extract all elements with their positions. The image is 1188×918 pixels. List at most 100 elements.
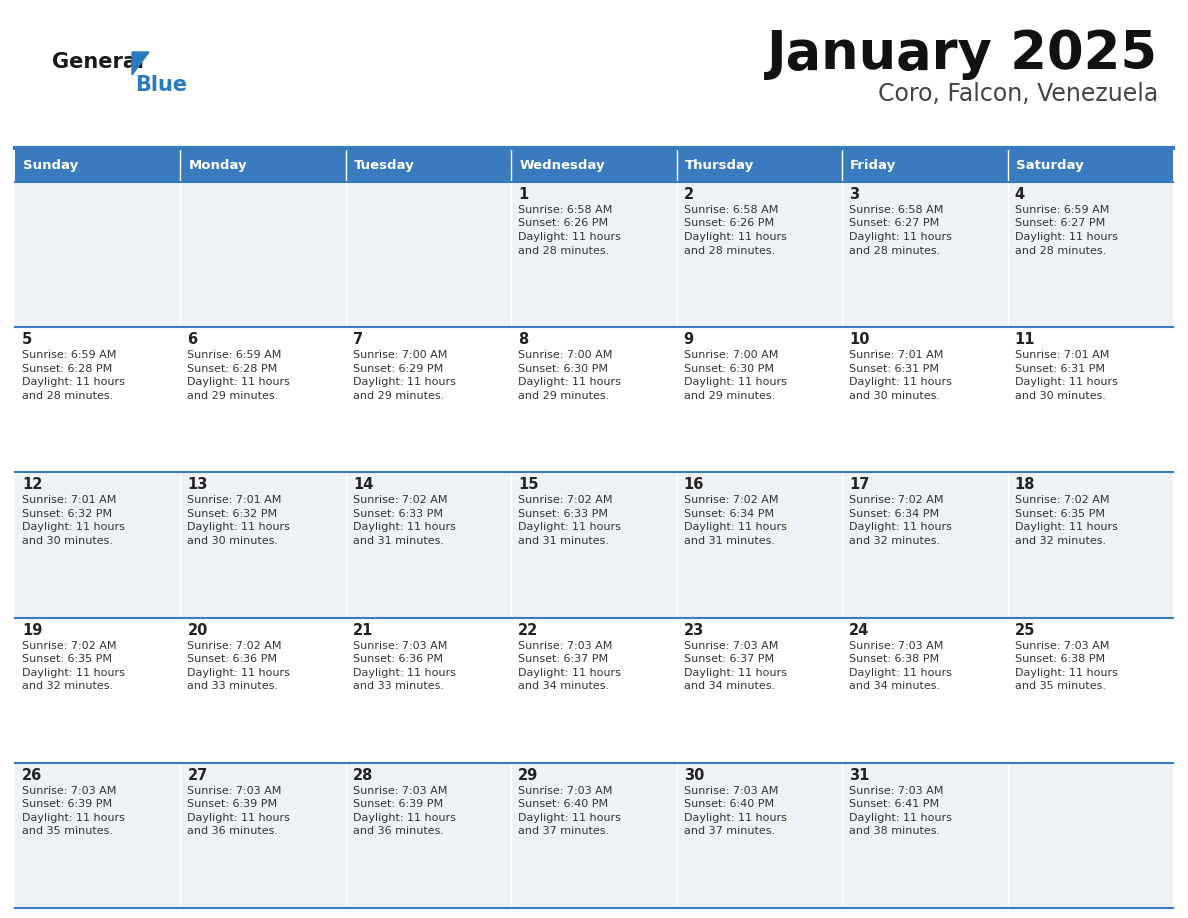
Text: Sunset: 6:35 PM: Sunset: 6:35 PM bbox=[23, 655, 112, 664]
Text: Daylight: 11 hours: Daylight: 11 hours bbox=[353, 377, 456, 387]
Text: Daylight: 11 hours: Daylight: 11 hours bbox=[518, 232, 621, 242]
Text: 4: 4 bbox=[1015, 187, 1025, 202]
Text: January 2025: January 2025 bbox=[767, 28, 1158, 80]
Text: Sunset: 6:39 PM: Sunset: 6:39 PM bbox=[188, 800, 278, 810]
Text: Sunrise: 7:02 AM: Sunrise: 7:02 AM bbox=[1015, 496, 1110, 506]
Text: Thursday: Thursday bbox=[684, 159, 754, 172]
Text: Sunrise: 6:59 AM: Sunrise: 6:59 AM bbox=[1015, 205, 1108, 215]
Text: Sunrise: 7:01 AM: Sunrise: 7:01 AM bbox=[23, 496, 116, 506]
Text: Daylight: 11 hours: Daylight: 11 hours bbox=[188, 522, 290, 532]
Text: Tuesday: Tuesday bbox=[354, 159, 415, 172]
Text: Sunrise: 7:01 AM: Sunrise: 7:01 AM bbox=[188, 496, 282, 506]
Text: Daylight: 11 hours: Daylight: 11 hours bbox=[849, 667, 952, 677]
Text: Sunset: 6:40 PM: Sunset: 6:40 PM bbox=[684, 800, 773, 810]
Text: Friday: Friday bbox=[851, 159, 897, 172]
Text: Sunset: 6:41 PM: Sunset: 6:41 PM bbox=[849, 800, 940, 810]
Text: Daylight: 11 hours: Daylight: 11 hours bbox=[518, 667, 621, 677]
Text: Sunrise: 7:02 AM: Sunrise: 7:02 AM bbox=[684, 496, 778, 506]
Text: Sunset: 6:31 PM: Sunset: 6:31 PM bbox=[849, 364, 940, 374]
Text: Saturday: Saturday bbox=[1016, 159, 1083, 172]
Text: Daylight: 11 hours: Daylight: 11 hours bbox=[849, 377, 952, 387]
Text: 10: 10 bbox=[849, 332, 870, 347]
Text: Sunrise: 7:02 AM: Sunrise: 7:02 AM bbox=[23, 641, 116, 651]
Text: and 34 minutes.: and 34 minutes. bbox=[684, 681, 775, 691]
Text: Sunset: 6:33 PM: Sunset: 6:33 PM bbox=[353, 509, 443, 519]
Text: and 31 minutes.: and 31 minutes. bbox=[353, 536, 444, 546]
Text: Daylight: 11 hours: Daylight: 11 hours bbox=[23, 522, 125, 532]
Bar bbox=[15, 182, 1173, 327]
Text: Daylight: 11 hours: Daylight: 11 hours bbox=[849, 232, 952, 242]
Text: and 28 minutes.: and 28 minutes. bbox=[518, 245, 609, 255]
Text: Daylight: 11 hours: Daylight: 11 hours bbox=[1015, 232, 1118, 242]
Text: 19: 19 bbox=[23, 622, 43, 638]
Text: Sunrise: 7:00 AM: Sunrise: 7:00 AM bbox=[684, 350, 778, 360]
Text: 21: 21 bbox=[353, 622, 373, 638]
Text: Sunset: 6:36 PM: Sunset: 6:36 PM bbox=[188, 655, 278, 664]
Text: and 31 minutes.: and 31 minutes. bbox=[518, 536, 609, 546]
Text: Daylight: 11 hours: Daylight: 11 hours bbox=[1015, 377, 1118, 387]
Text: Sunrise: 7:02 AM: Sunrise: 7:02 AM bbox=[518, 496, 613, 506]
Text: Daylight: 11 hours: Daylight: 11 hours bbox=[849, 522, 952, 532]
Text: Sunset: 6:29 PM: Sunset: 6:29 PM bbox=[353, 364, 443, 374]
Text: and 32 minutes.: and 32 minutes. bbox=[23, 681, 113, 691]
Text: Sunrise: 7:00 AM: Sunrise: 7:00 AM bbox=[353, 350, 447, 360]
Text: 15: 15 bbox=[518, 477, 539, 492]
Text: 14: 14 bbox=[353, 477, 373, 492]
Text: Sunset: 6:38 PM: Sunset: 6:38 PM bbox=[1015, 655, 1105, 664]
Bar bbox=[15, 327, 1173, 473]
Text: Daylight: 11 hours: Daylight: 11 hours bbox=[1015, 667, 1118, 677]
Text: and 28 minutes.: and 28 minutes. bbox=[1015, 245, 1106, 255]
Text: 29: 29 bbox=[518, 767, 538, 783]
Text: Sunrise: 7:02 AM: Sunrise: 7:02 AM bbox=[849, 496, 943, 506]
Text: 30: 30 bbox=[684, 767, 704, 783]
Text: Sunset: 6:37 PM: Sunset: 6:37 PM bbox=[684, 655, 773, 664]
Text: Sunrise: 7:01 AM: Sunrise: 7:01 AM bbox=[1015, 350, 1108, 360]
Text: Sunset: 6:39 PM: Sunset: 6:39 PM bbox=[23, 800, 112, 810]
Text: Sunset: 6:28 PM: Sunset: 6:28 PM bbox=[23, 364, 112, 374]
Text: and 28 minutes.: and 28 minutes. bbox=[23, 391, 113, 400]
Text: Sunset: 6:27 PM: Sunset: 6:27 PM bbox=[849, 218, 940, 229]
Text: Daylight: 11 hours: Daylight: 11 hours bbox=[684, 377, 786, 387]
Text: Sunrise: 7:03 AM: Sunrise: 7:03 AM bbox=[188, 786, 282, 796]
Text: 25: 25 bbox=[1015, 622, 1035, 638]
Text: Sunset: 6:31 PM: Sunset: 6:31 PM bbox=[1015, 364, 1105, 374]
Text: Sunset: 6:30 PM: Sunset: 6:30 PM bbox=[684, 364, 773, 374]
Text: and 28 minutes.: and 28 minutes. bbox=[849, 245, 941, 255]
Text: Sunrise: 7:03 AM: Sunrise: 7:03 AM bbox=[849, 786, 943, 796]
Text: Sunrise: 7:03 AM: Sunrise: 7:03 AM bbox=[23, 786, 116, 796]
Text: and 33 minutes.: and 33 minutes. bbox=[188, 681, 278, 691]
Text: Daylight: 11 hours: Daylight: 11 hours bbox=[353, 522, 456, 532]
Text: Daylight: 11 hours: Daylight: 11 hours bbox=[518, 812, 621, 823]
Text: Daylight: 11 hours: Daylight: 11 hours bbox=[353, 667, 456, 677]
Text: Daylight: 11 hours: Daylight: 11 hours bbox=[518, 377, 621, 387]
Text: and 35 minutes.: and 35 minutes. bbox=[1015, 681, 1106, 691]
Text: 23: 23 bbox=[684, 622, 704, 638]
Text: Sunset: 6:34 PM: Sunset: 6:34 PM bbox=[684, 509, 773, 519]
Text: and 29 minutes.: and 29 minutes. bbox=[353, 391, 444, 400]
Text: 26: 26 bbox=[23, 767, 43, 783]
Text: 6: 6 bbox=[188, 332, 197, 347]
Text: Sunset: 6:28 PM: Sunset: 6:28 PM bbox=[188, 364, 278, 374]
Text: Daylight: 11 hours: Daylight: 11 hours bbox=[684, 667, 786, 677]
Text: 3: 3 bbox=[849, 187, 859, 202]
Text: 31: 31 bbox=[849, 767, 870, 783]
Text: Wednesday: Wednesday bbox=[519, 159, 605, 172]
Text: Sunrise: 7:02 AM: Sunrise: 7:02 AM bbox=[353, 496, 448, 506]
Text: Sunset: 6:32 PM: Sunset: 6:32 PM bbox=[23, 509, 112, 519]
Text: 7: 7 bbox=[353, 332, 364, 347]
Text: 12: 12 bbox=[23, 477, 43, 492]
Text: and 30 minutes.: and 30 minutes. bbox=[1015, 391, 1106, 400]
Bar bbox=[15, 148, 1173, 182]
Text: Sunrise: 7:03 AM: Sunrise: 7:03 AM bbox=[1015, 641, 1108, 651]
Text: Monday: Monday bbox=[189, 159, 247, 172]
Text: and 36 minutes.: and 36 minutes. bbox=[188, 826, 278, 836]
Text: Sunrise: 6:58 AM: Sunrise: 6:58 AM bbox=[849, 205, 943, 215]
Text: and 35 minutes.: and 35 minutes. bbox=[23, 826, 113, 836]
Text: Sunrise: 7:00 AM: Sunrise: 7:00 AM bbox=[518, 350, 613, 360]
Text: Daylight: 11 hours: Daylight: 11 hours bbox=[849, 812, 952, 823]
Text: Sunset: 6:32 PM: Sunset: 6:32 PM bbox=[188, 509, 278, 519]
Text: Daylight: 11 hours: Daylight: 11 hours bbox=[684, 232, 786, 242]
Text: Sunrise: 6:58 AM: Sunrise: 6:58 AM bbox=[684, 205, 778, 215]
Text: and 29 minutes.: and 29 minutes. bbox=[188, 391, 279, 400]
Text: Daylight: 11 hours: Daylight: 11 hours bbox=[684, 522, 786, 532]
